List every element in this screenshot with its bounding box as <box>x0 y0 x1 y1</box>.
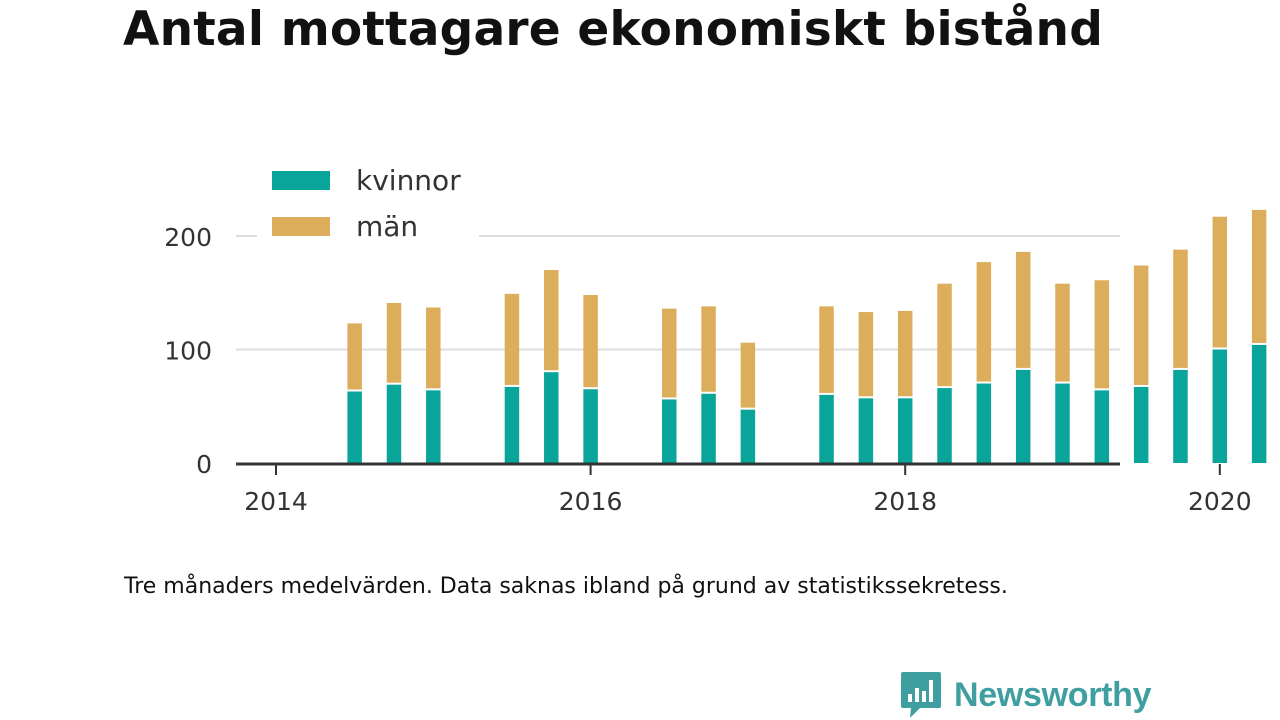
y-tick-label: 100 <box>164 337 212 366</box>
bar-kvinnor <box>426 390 441 463</box>
bar-kvinnor <box>858 398 874 464</box>
bar-man <box>740 342 756 408</box>
legend-label-kvinnor: kvinnor <box>356 164 461 197</box>
bar-man <box>662 308 677 398</box>
x-tick-label: 2018 <box>873 487 937 516</box>
bar-man <box>1133 265 1149 385</box>
bar-man <box>1055 283 1070 382</box>
bar-man <box>937 283 952 387</box>
bar-man <box>819 306 834 393</box>
legend-label-man: män <box>356 210 418 243</box>
bar-man <box>1173 249 1188 368</box>
bar-kvinnor <box>1015 369 1031 463</box>
bar-kvinnor <box>1133 386 1149 463</box>
x-tick-label: 2020 <box>1188 487 1252 516</box>
bar-kvinnor <box>347 391 362 463</box>
bar-kvinnor <box>504 386 520 463</box>
bar-kvinnor <box>544 372 559 463</box>
bar-kvinnor <box>1212 349 1228 463</box>
bar-man <box>701 306 716 392</box>
bar-man <box>347 323 362 390</box>
bar-man <box>858 312 874 397</box>
bar-man <box>976 262 992 382</box>
y-tick-label: 0 <box>196 450 212 479</box>
bar-kvinnor <box>819 394 834 463</box>
brand-logo: Newsworthy <box>900 670 1152 720</box>
bar-man <box>897 310 913 397</box>
bar-kvinnor <box>1173 369 1188 463</box>
x-axis: 201420162018202020222024 <box>236 462 1252 516</box>
legend: kvinnor män <box>257 160 479 243</box>
bar-man <box>583 295 598 388</box>
bar-man <box>386 302 402 383</box>
bar-man <box>426 307 441 389</box>
bars <box>347 209 1267 464</box>
bar-man <box>504 293 520 385</box>
bar-man <box>1251 209 1267 343</box>
bar-kvinnor <box>386 384 402 463</box>
y-axis-labels: 0 100 200 <box>164 223 212 479</box>
brand-name: Newsworthy <box>954 675 1152 714</box>
bar-man <box>1212 216 1228 348</box>
chart-title: Antal mottagare ekonomiskt bistånd <box>123 2 1104 57</box>
legend-swatch-kvinnor <box>272 171 330 190</box>
bar-kvinnor <box>897 398 913 464</box>
bar-kvinnor <box>976 383 992 463</box>
bar-kvinnor <box>701 393 716 463</box>
footnote: Tre månaders medelvärden. Data saknas ib… <box>124 574 1008 599</box>
bar-man <box>1094 280 1110 389</box>
x-tick-label: 2016 <box>559 487 623 516</box>
bar-kvinnor <box>740 409 756 463</box>
bar-kvinnor <box>937 388 952 463</box>
bar-man <box>1015 251 1031 368</box>
bar-kvinnor <box>1055 383 1070 463</box>
y-tick-label: 200 <box>164 223 212 252</box>
x-tick-label: 2014 <box>244 487 308 516</box>
bar-kvinnor <box>1251 344 1267 463</box>
newsworthy-logo-icon <box>901 672 941 718</box>
bar-kvinnor <box>583 389 598 464</box>
bar-man <box>544 270 559 371</box>
bar-kvinnor <box>662 399 677 463</box>
bar-kvinnor <box>1094 390 1110 463</box>
legend-swatch-man <box>272 217 330 236</box>
